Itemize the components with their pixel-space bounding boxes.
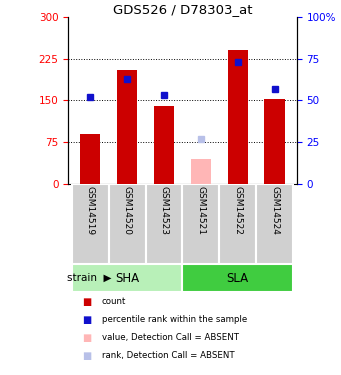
Bar bbox=[227, 50, 248, 184]
Text: GSM14521: GSM14521 bbox=[196, 186, 205, 235]
Bar bbox=[146, 184, 182, 264]
Text: GSM14523: GSM14523 bbox=[160, 186, 168, 235]
Text: ■: ■ bbox=[82, 351, 91, 361]
Text: SLA: SLA bbox=[227, 272, 249, 285]
Bar bbox=[256, 184, 293, 264]
Bar bbox=[109, 184, 146, 264]
Text: rank, Detection Call = ABSENT: rank, Detection Call = ABSENT bbox=[102, 351, 234, 360]
Text: GSM14519: GSM14519 bbox=[86, 186, 95, 235]
Text: percentile rank within the sample: percentile rank within the sample bbox=[102, 315, 247, 324]
Bar bbox=[219, 184, 256, 264]
Text: value, Detection Call = ABSENT: value, Detection Call = ABSENT bbox=[102, 333, 239, 342]
Title: GDS526 / D78303_at: GDS526 / D78303_at bbox=[113, 3, 252, 16]
Text: GSM14522: GSM14522 bbox=[233, 186, 242, 235]
Text: SHA: SHA bbox=[115, 272, 139, 285]
Bar bbox=[154, 106, 174, 184]
Bar bbox=[264, 99, 285, 184]
Text: ■: ■ bbox=[82, 297, 91, 307]
Bar bbox=[72, 264, 182, 292]
Text: GSM14524: GSM14524 bbox=[270, 186, 279, 235]
Bar bbox=[191, 159, 211, 184]
Bar bbox=[182, 184, 219, 264]
Bar bbox=[80, 134, 101, 184]
Text: count: count bbox=[102, 297, 126, 306]
Text: GSM14520: GSM14520 bbox=[123, 186, 132, 235]
Bar bbox=[117, 70, 137, 184]
Text: ■: ■ bbox=[82, 315, 91, 326]
Text: ■: ■ bbox=[82, 333, 91, 344]
Bar bbox=[182, 264, 293, 292]
Text: strain  ▶: strain ▶ bbox=[68, 273, 112, 283]
Bar bbox=[72, 184, 109, 264]
